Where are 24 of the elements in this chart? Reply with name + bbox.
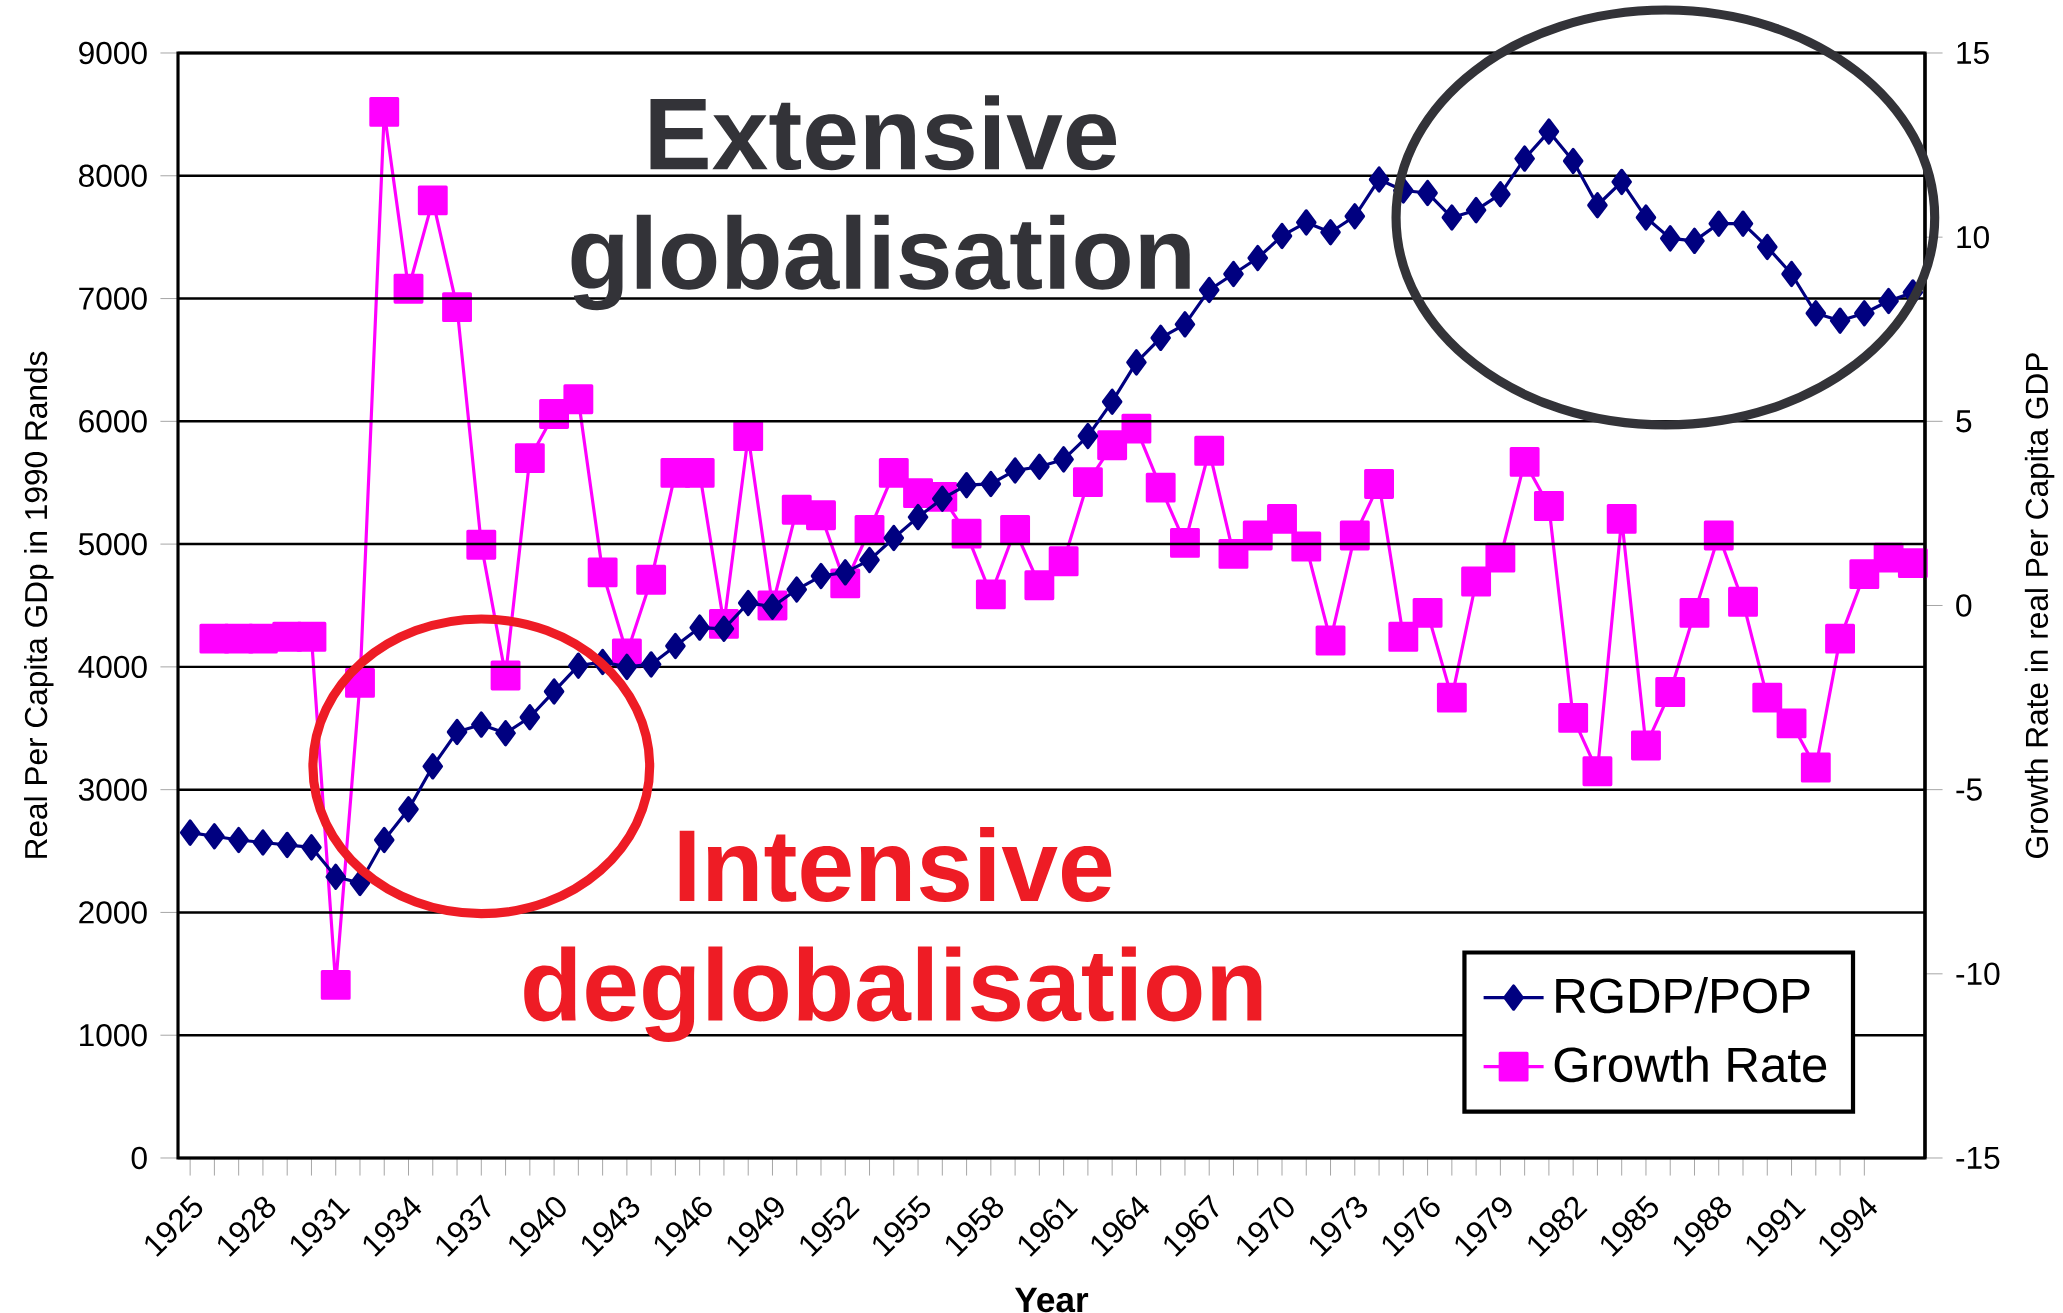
y2-tick-label: -15	[1956, 1146, 2000, 1170]
y2-tick-label: 10	[1957, 225, 1989, 249]
y-tick-label: 4000	[78, 655, 147, 679]
legend-label: Growth Rate	[1554, 1046, 1827, 1083]
y-tick-label: 0	[131, 1146, 147, 1170]
y2-axis-title: Growth Rate in real Per Capita GDP	[2024, 353, 2055, 858]
y2-tick-label: 0	[1956, 594, 1972, 617]
annotation: Intensive deglobalisation	[524, 827, 1262, 1043]
y-tick-label: 6000	[79, 410, 147, 433]
annotation: Extensive globalisation	[571, 95, 1190, 311]
y2-tick-label: 15	[1957, 41, 1989, 65]
y-tick-label: 3000	[78, 778, 147, 801]
y2-tick-label: -10	[1956, 962, 2000, 986]
y-tick-label: 1000	[80, 1023, 147, 1047]
legend-label: RGDP/POP	[1556, 977, 1810, 1014]
y-tick-label: 8000	[79, 164, 147, 187]
x-axis-title: Year	[1014, 1287, 1089, 1313]
y2-tick-label: 5	[1956, 410, 1972, 433]
y-tick-label: 7000	[79, 287, 147, 310]
y-tick-label: 9000	[79, 41, 147, 65]
y-axis-title: Real Per Capita GDp in 1990 Rands	[24, 351, 54, 858]
y2-tick-label: -5	[1956, 778, 1982, 801]
y-tick-label: 5000	[78, 532, 147, 556]
y-tick-label: 2000	[79, 901, 147, 924]
